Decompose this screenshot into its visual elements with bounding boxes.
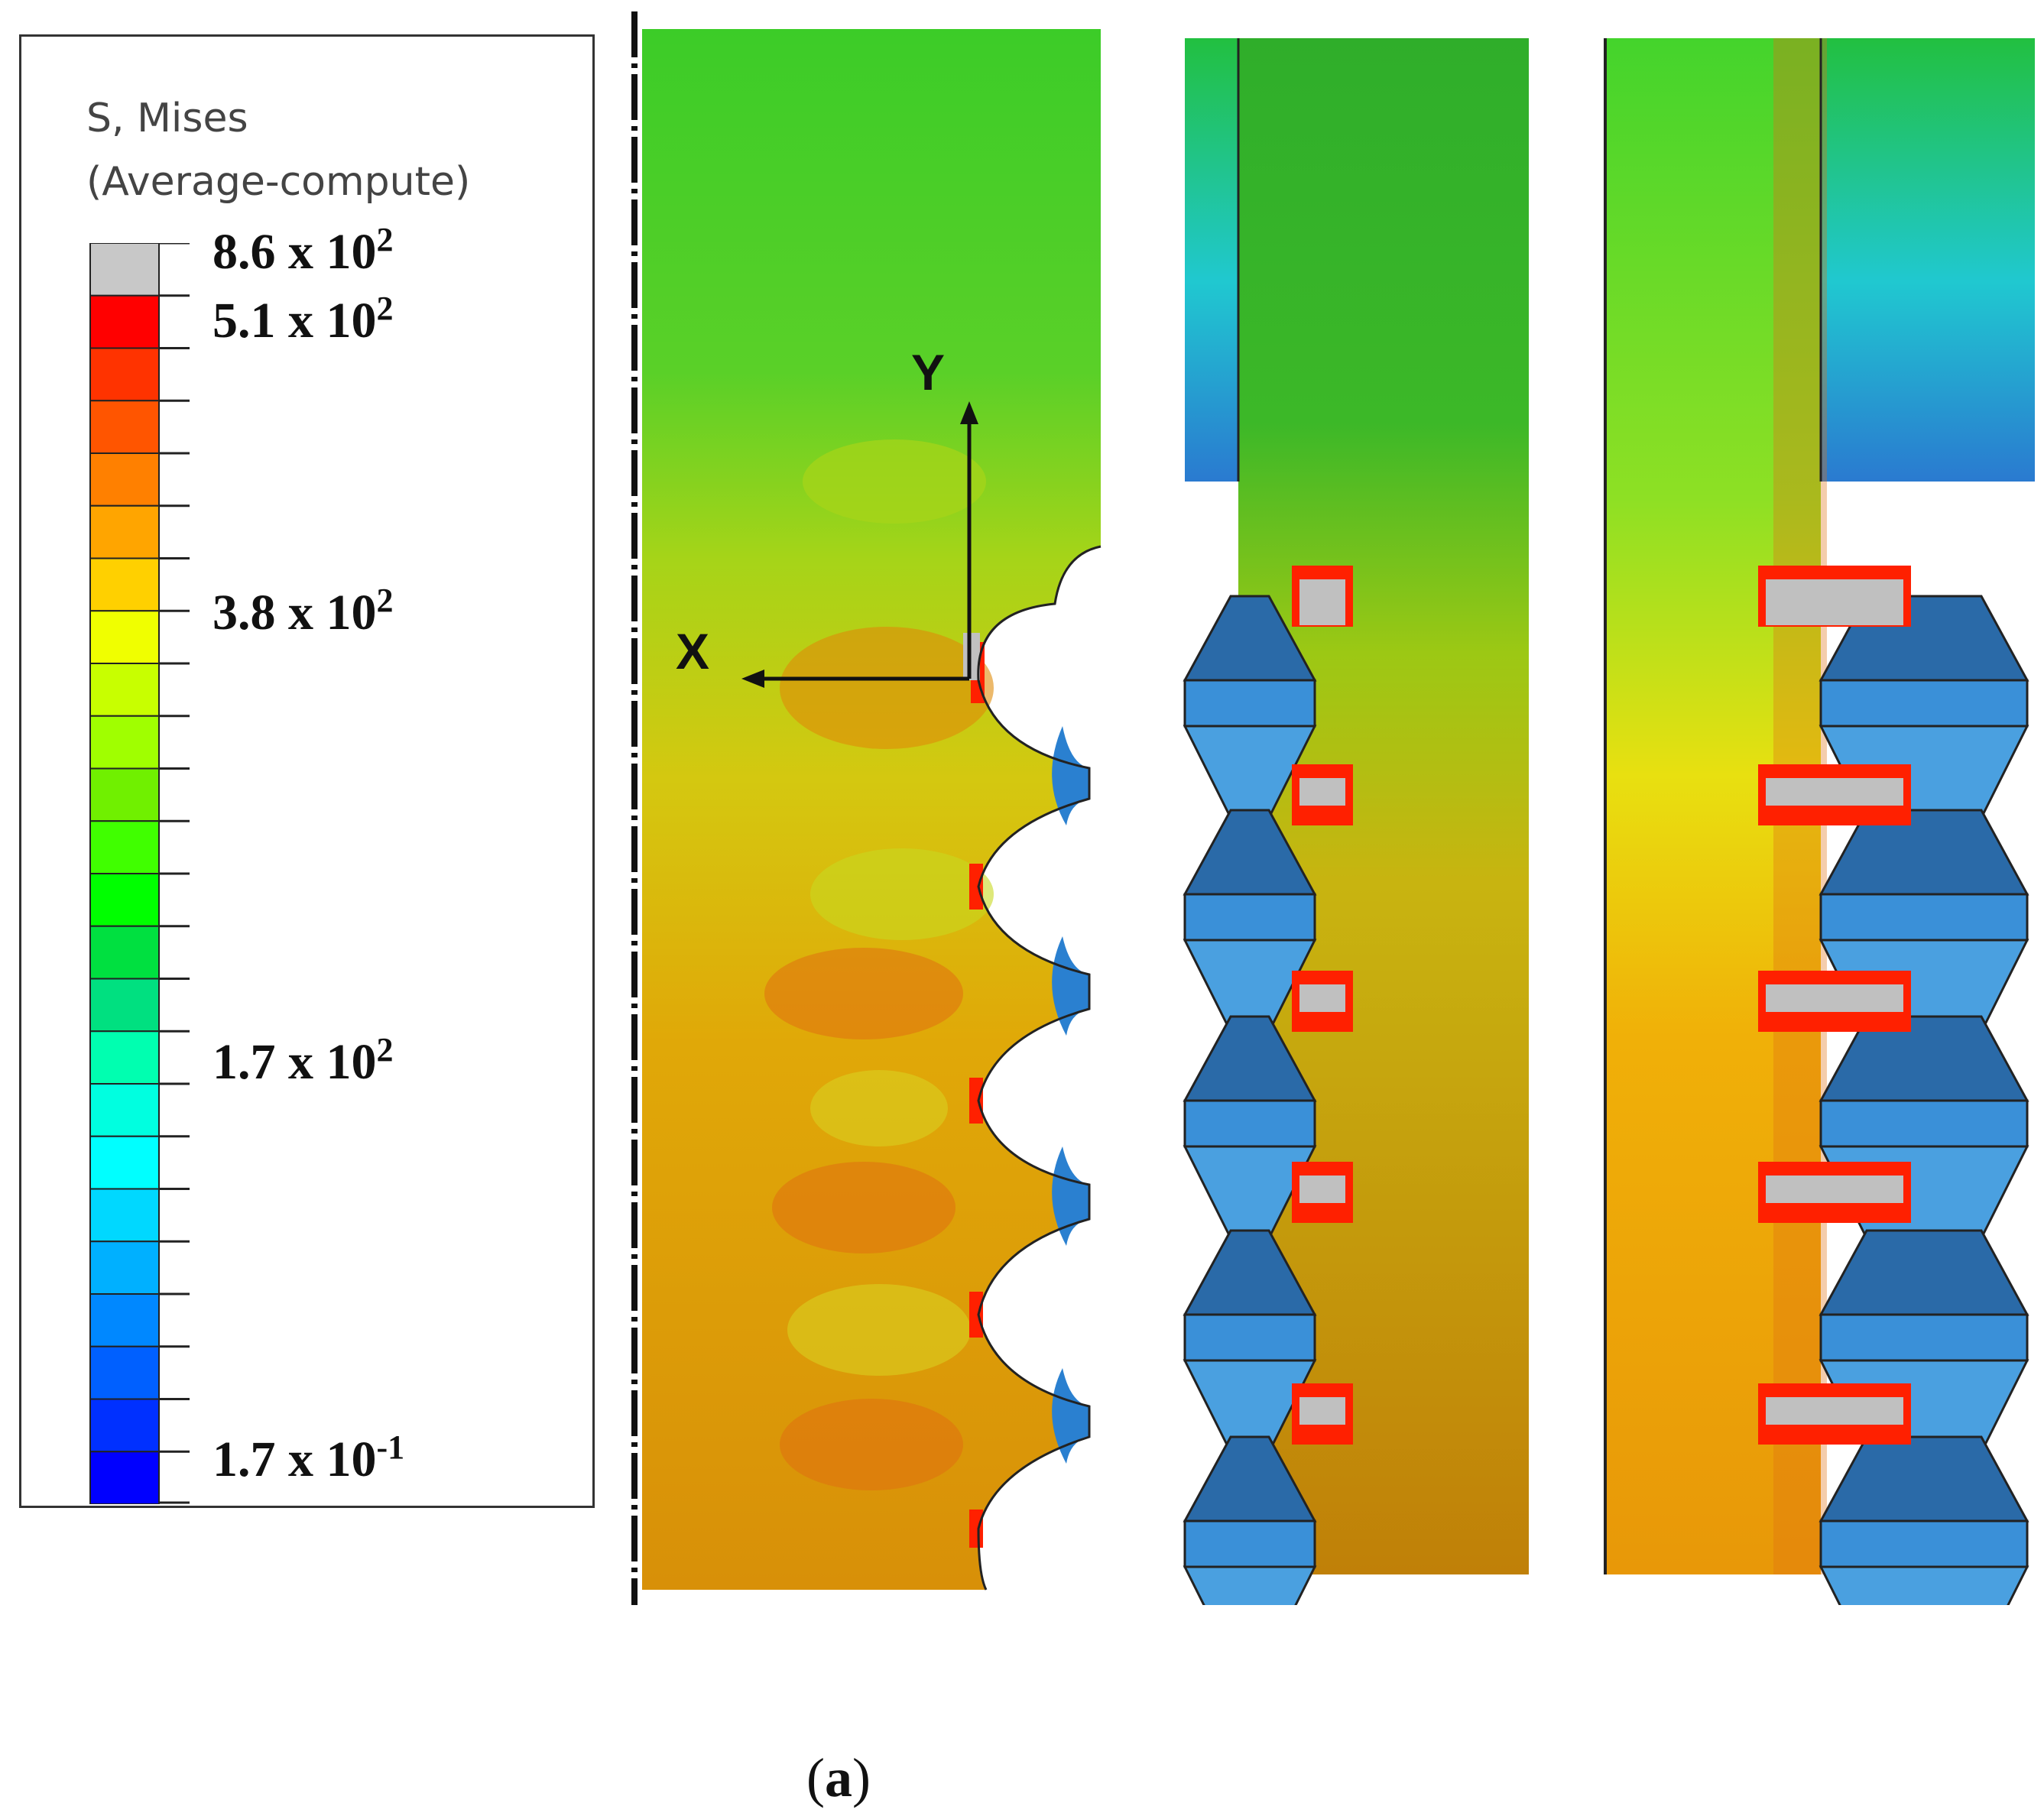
legend-label-mid-low: 1.7 x 102 — [213, 1031, 394, 1090]
legend-colorbar — [89, 243, 190, 1504]
colorbar-segment — [89, 400, 160, 454]
stress-band-grey — [1766, 984, 1903, 1012]
colorbar-segment — [89, 820, 160, 874]
thread-tooth-flank — [1819, 1229, 2029, 1316]
colorbar-segment — [89, 243, 160, 297]
thread-tooth-face — [1183, 679, 1316, 728]
stress-band-grey — [1299, 579, 1345, 625]
stress-band-grey — [1299, 1397, 1345, 1425]
colorbar-segment — [89, 925, 160, 980]
thread-tooth-face — [1183, 893, 1316, 942]
thread-tooth-flank — [1819, 809, 2029, 896]
thread-tooth-face — [1819, 1099, 2029, 1148]
section-outline — [977, 545, 1101, 1591]
contour-blob — [780, 1399, 963, 1490]
thread-tooth-flank — [1183, 1229, 1317, 1316]
contour-blob — [764, 948, 963, 1039]
contour-blob — [772, 1162, 955, 1253]
stress-band-grey — [1299, 984, 1345, 1012]
legend-label-high: 5.1 x 102 — [213, 290, 394, 349]
x-axis-label: X — [676, 623, 709, 679]
colorbar-segment — [89, 294, 160, 349]
contour-blob — [810, 1070, 948, 1146]
colorbar-segment — [89, 504, 160, 559]
stress-bands — [1292, 566, 1911, 1445]
colorbar-segment — [89, 1293, 160, 1347]
shank-left — [1185, 38, 1238, 482]
stress-band-grey — [1299, 778, 1345, 806]
contour-blob — [780, 627, 994, 749]
colorbar-segment — [89, 1451, 160, 1504]
thread-tooth-flank — [1819, 1015, 2029, 1102]
stress-band-grey — [1766, 1397, 1903, 1425]
stress-hotspot — [969, 1078, 983, 1124]
stress-band-grey — [1766, 579, 1903, 625]
thread-tooth-flank — [1183, 1565, 1317, 1605]
colorbar-segment — [89, 1240, 160, 1295]
colorbar-segment — [89, 1188, 160, 1243]
section-body — [642, 29, 1101, 1590]
colorbar-segment — [89, 1030, 160, 1085]
thread-tooth-face — [1183, 1099, 1316, 1148]
stress-band-grey — [1766, 1176, 1903, 1203]
colorbar-segment — [89, 715, 160, 770]
colorbar-segment — [89, 1398, 160, 1453]
contour-blob — [787, 1284, 971, 1376]
colorbar-segment — [89, 978, 160, 1033]
y-axis-label: Y — [911, 344, 945, 400]
colorbar-segment — [89, 610, 160, 664]
legend-title-line2: (Average-compute) — [86, 159, 471, 205]
thread-tooth-flank — [1819, 1565, 2029, 1605]
stress-band-grey — [1299, 1176, 1345, 1203]
colorbar-segment — [89, 873, 160, 927]
colorbar-segment — [89, 452, 160, 507]
colorbar-segment — [89, 1083, 160, 1137]
stress-hotspot — [969, 864, 983, 910]
colorbar-segment — [89, 347, 160, 402]
thread-tooth-face — [1819, 1313, 2029, 1362]
colorbar-segment — [89, 767, 160, 822]
model-3d-plot — [1183, 38, 2035, 1605]
legend-label-min: 1.7 x 10-1 — [213, 1428, 405, 1487]
legend-label-mid-high: 3.8 x 102 — [213, 582, 394, 640]
contour-blob — [810, 848, 994, 940]
colorbar-segment — [89, 663, 160, 717]
x-axis-arrowhead — [741, 670, 764, 688]
thread-tooth-flank — [1819, 1435, 2029, 1523]
stress-hotspot — [969, 1510, 983, 1548]
contour-blob — [803, 439, 986, 524]
thread-tooth-flank — [1183, 1015, 1317, 1102]
thread-tooth-face — [1183, 1313, 1316, 1362]
thread-tooth-flank — [1183, 595, 1317, 682]
colorbar-segment — [89, 1135, 160, 1190]
stress-band-grey — [1766, 778, 1903, 806]
thread-tooth-face — [1819, 1519, 2029, 1568]
legend-label-max: 8.6 x 102 — [213, 221, 394, 280]
thread-tooth-flank — [1183, 1435, 1317, 1523]
thread-tooth-face — [1819, 893, 2029, 942]
thread-tooth-face — [1183, 1519, 1316, 1568]
y-axis-arrowhead — [960, 401, 978, 424]
caption: (a) — [806, 1747, 871, 1808]
colorbar-segment — [89, 557, 160, 612]
colorbar-segment — [89, 1345, 160, 1400]
shank-right — [1821, 38, 2035, 482]
thread-tooth-flank — [1183, 809, 1317, 896]
legend-title-line1: S, Mises — [86, 96, 248, 141]
legend-box: S, Mises (Average-compute) 8.6 x 102 5.1… — [19, 34, 595, 1508]
thread-tooth-face — [1819, 679, 2029, 728]
section-2d-plot: Y X — [631, 11, 1101, 1605]
stress-hotspot — [969, 1292, 983, 1338]
